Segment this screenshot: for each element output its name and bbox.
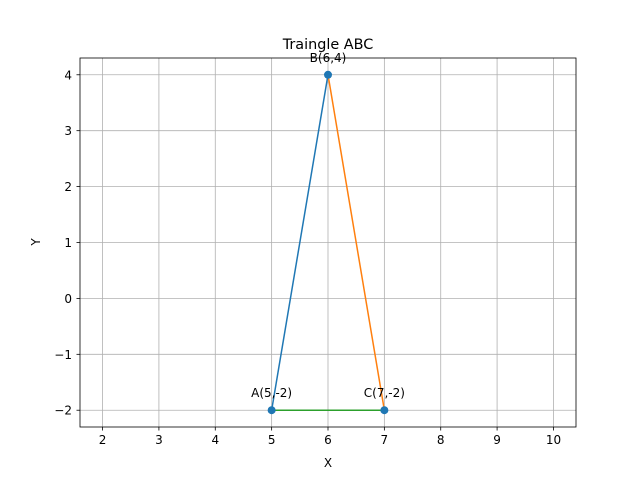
y-axis-title: Y <box>29 238 43 247</box>
triangle-side-1 <box>270 74 329 411</box>
y-tick-label: −2 <box>54 404 72 418</box>
y-tick-label: 4 <box>64 68 72 82</box>
vertex-label: A(5,-2) <box>251 386 292 400</box>
x-axis-ticks: 2 3 4 5 6 7 8 9 10 <box>99 427 561 447</box>
x-tick-label: 10 <box>546 433 561 447</box>
y-tick-label: 2 <box>64 180 72 194</box>
vertex-point <box>380 406 389 415</box>
chart-title: Traingle ABC <box>282 37 374 53</box>
data-points <box>267 70 389 415</box>
triangle-side-2 <box>327 74 386 411</box>
y-tick-label: 3 <box>64 124 72 138</box>
y-axis-ticks: −2 −1 0 1 2 3 4 <box>54 68 80 418</box>
vertex-label: C(7,-2) <box>364 386 405 400</box>
series-lines <box>270 74 386 411</box>
y-tick-label: 0 <box>64 292 72 306</box>
y-tick-label: −1 <box>54 348 72 362</box>
vertex-point <box>267 406 276 415</box>
grid <box>80 58 576 427</box>
x-tick-label: 8 <box>437 433 445 447</box>
x-tick-label: 7 <box>381 433 389 447</box>
x-tick-label: 9 <box>493 433 501 447</box>
vertex-point <box>324 70 332 79</box>
x-tick-label: 3 <box>155 433 163 447</box>
point-labels: A(5,-2)B(6,4)C(7,-2) <box>251 51 405 400</box>
x-tick-label: 5 <box>268 433 276 447</box>
x-tick-label: 2 <box>99 433 107 447</box>
x-axis-title: X <box>324 456 332 470</box>
x-tick-label: 4 <box>211 433 219 447</box>
y-tick-label: 1 <box>64 236 72 250</box>
x-tick-label: 6 <box>324 433 332 447</box>
